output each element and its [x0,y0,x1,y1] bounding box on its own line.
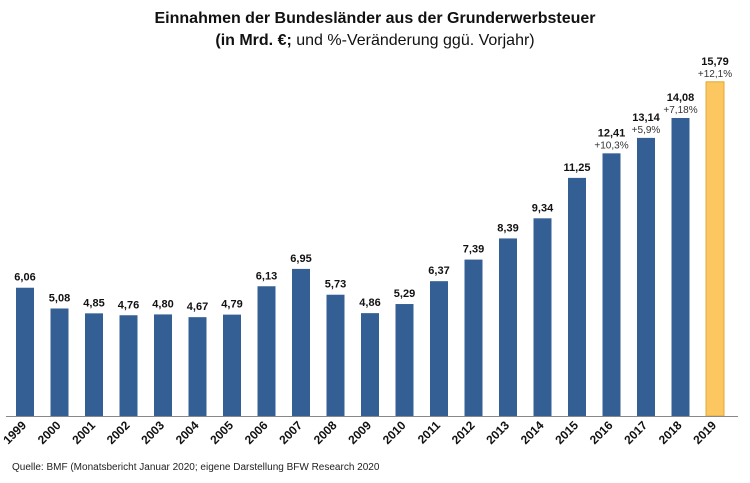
bar [671,117,690,416]
x-tick-label: 2000 [35,418,64,447]
chart-title-subtitle: und %-Veränderung ggü. Vorjahr) [291,32,535,49]
bar [568,177,586,416]
x-tick-label: 2018 [656,418,685,447]
bar [16,287,34,416]
chart-title-line2: (in Mrd. €; und %-Veränderung ggü. Vorja… [0,30,750,52]
value-label: 6,95 [290,253,311,265]
bar [85,313,103,416]
x-tick-label: 2009 [345,418,374,447]
bar [637,137,655,417]
value-label: 9,34 [532,202,554,214]
x-tick-label: 2014 [518,418,547,447]
bar [292,268,310,416]
bar [395,304,414,416]
bar [119,315,138,416]
chart-title-unit: (in Mrd. €; [215,32,292,49]
x-tick-label: 2012 [449,418,478,447]
bar [188,317,207,416]
change-label: +5,9% [632,125,661,136]
chart-title-line1: Einnahmen der Bundesländer aus der Grund… [154,10,596,27]
value-label: 7,39 [463,244,484,256]
bar [50,308,69,416]
bar [223,314,241,416]
chart-title: Einnahmen der Bundesländer aus der Grund… [0,8,750,52]
value-label: 15,79 [701,56,729,68]
bar [602,153,621,416]
value-label: 4,85 [83,297,104,309]
value-label: 13,14 [632,112,660,124]
bar [430,281,448,416]
x-tick-label: 2005 [207,418,236,447]
x-tick-label: 2004 [173,418,202,447]
x-tick-label: 2016 [587,418,616,447]
change-label: +10,3% [594,140,628,151]
x-tick-label: 2006 [242,418,271,447]
x-tick-label: 2017 [621,418,650,447]
value-label: 6,13 [256,270,277,282]
value-label: 4,79 [221,299,242,311]
bar [154,314,172,416]
value-label: 4,80 [152,298,173,310]
value-label: 4,76 [118,299,139,311]
x-tick-label: 1999 [0,418,29,447]
bar [533,218,552,416]
change-label: +12,1% [698,69,732,80]
x-tick-label: 2015 [552,418,581,447]
x-tick-label: 2010 [380,418,409,447]
bar [361,313,379,416]
x-tick-label: 2019 [690,418,719,447]
value-label: 14,08 [667,92,695,104]
value-label: 6,06 [14,272,35,284]
x-tick-label: 2011 [415,418,444,447]
value-label: 8,39 [497,222,518,234]
bar [499,238,517,416]
value-label: 6,37 [428,265,449,277]
value-label: 5,29 [394,288,415,300]
x-tick-label: 2013 [483,418,512,447]
value-label: 4,86 [359,297,380,309]
value-label: 5,08 [49,292,70,304]
bar [705,81,725,417]
x-tick-label: 2002 [104,418,133,447]
x-tick-label: 2008 [311,418,340,447]
change-label: +7,18% [663,105,697,116]
value-label: 11,25 [564,162,591,174]
value-label: 5,73 [325,279,346,291]
bar [464,259,483,416]
bar [326,294,345,416]
source-note: Quelle: BMF (Monatsbericht Januar 2020; … [12,462,380,473]
bar [257,286,276,416]
x-tick-label: 2001 [69,418,98,447]
x-tick-label: 2003 [138,418,167,447]
x-tick-label: 2007 [276,418,305,447]
value-label: 12,41 [598,127,626,139]
value-label: 4,67 [187,301,208,313]
